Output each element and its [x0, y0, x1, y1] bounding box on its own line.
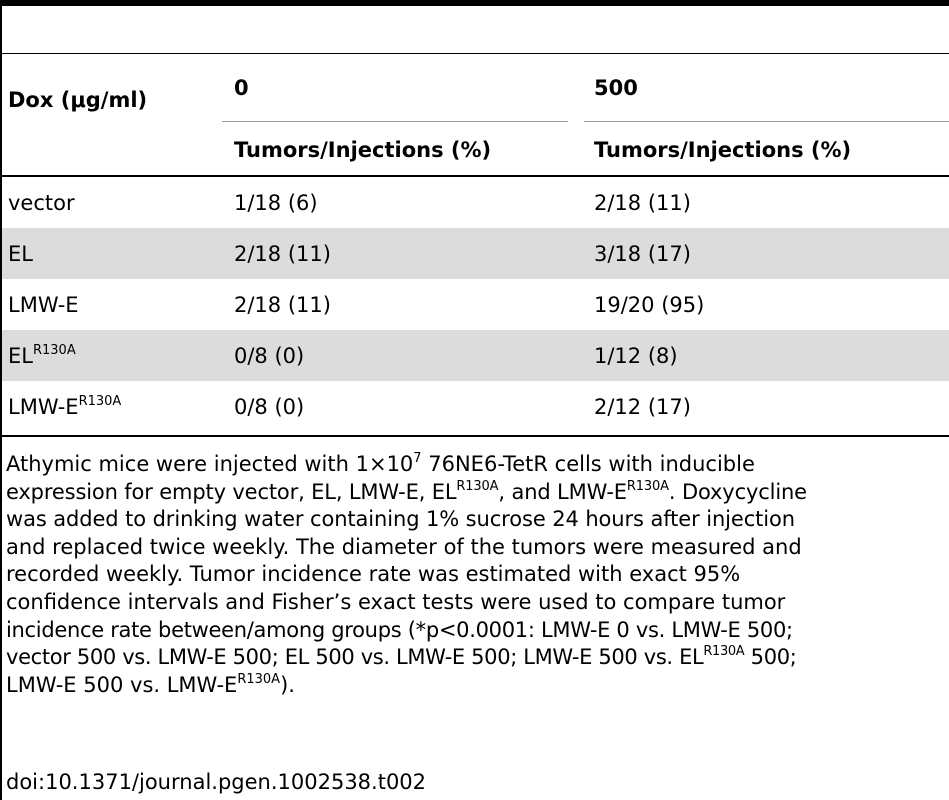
row-label: LMW-ER130A: [8, 394, 122, 419]
row-label: ELR130A: [8, 343, 76, 368]
row-value-0: 0/8 (0): [234, 395, 305, 419]
footnote-line: confidence intervals and Fisher’s exact …: [6, 589, 786, 614]
row-value-500: 3/18 (17): [594, 242, 691, 266]
row-value-0: 1/18 (6): [234, 191, 318, 215]
row-value-500: 19/20 (95): [594, 293, 705, 317]
footnote-line: Athymic mice were injected with 1×107 76…: [6, 451, 755, 476]
footnote-line: and replaced twice weekly. The diameter …: [6, 534, 802, 559]
row-label: vector: [8, 191, 75, 215]
table-bottom-border: [0, 435, 949, 437]
title-divider: [0, 53, 949, 54]
table-left-border: [0, 0, 2, 800]
row-label: LMW-E: [8, 293, 79, 317]
dose-0-header: 0: [234, 76, 249, 100]
dose-500-header: 500: [594, 76, 638, 100]
row-value-0: 0/8 (0): [234, 344, 305, 368]
subheader-0: Tumors/Injections (%): [234, 138, 492, 162]
table-row: EL 2/18 (11) 3/18 (17): [2, 228, 949, 279]
row-value-500: 2/18 (11): [594, 191, 691, 215]
row-value-0: 2/18 (11): [234, 242, 331, 266]
row-value-500: 1/12 (8): [594, 344, 678, 368]
row-value-500: 2/12 (17): [594, 395, 691, 419]
footnote-line: vector 500 vs. LMW-E 500; EL 500 vs. LMW…: [6, 644, 797, 670]
dose-0-underline: [222, 121, 568, 122]
subheader-500: Tumors/Injections (%): [594, 138, 852, 162]
table-footnote: Athymic mice were injected with 1×107 76…: [6, 451, 949, 699]
footnote-line: incidence rate between/among groups (*p<…: [6, 617, 793, 642]
table-row: ELR130A 0/8 (0) 1/12 (8): [2, 330, 949, 381]
header-divider: [0, 175, 949, 177]
row-value-0: 2/18 (11): [234, 293, 331, 317]
table-row: LMW-ER130A 0/8 (0) 2/12 (17): [2, 381, 949, 435]
dox-header: Dox (μg/ml): [8, 88, 148, 112]
table-row: LMW-E 2/18 (11) 19/20 (95): [2, 279, 949, 330]
footnote-line: recorded weekly. Tumor incidence rate wa…: [6, 562, 741, 587]
doi-link[interactable]: doi:10.1371/journal.pgen.1002538.t002: [6, 770, 427, 794]
table-row: vector 1/18 (6) 2/18 (11): [2, 177, 949, 228]
dose-500-underline: [584, 121, 949, 122]
footnote-line: was added to drinking water containing 1…: [6, 507, 795, 532]
footnote-line: LMW-E 500 vs. LMW-ER130A).: [6, 671, 295, 697]
row-label: EL: [8, 242, 33, 266]
footnote-line: expression for empty vector, EL, LMW-E, …: [6, 478, 807, 504]
table-top-border: [0, 0, 949, 6]
